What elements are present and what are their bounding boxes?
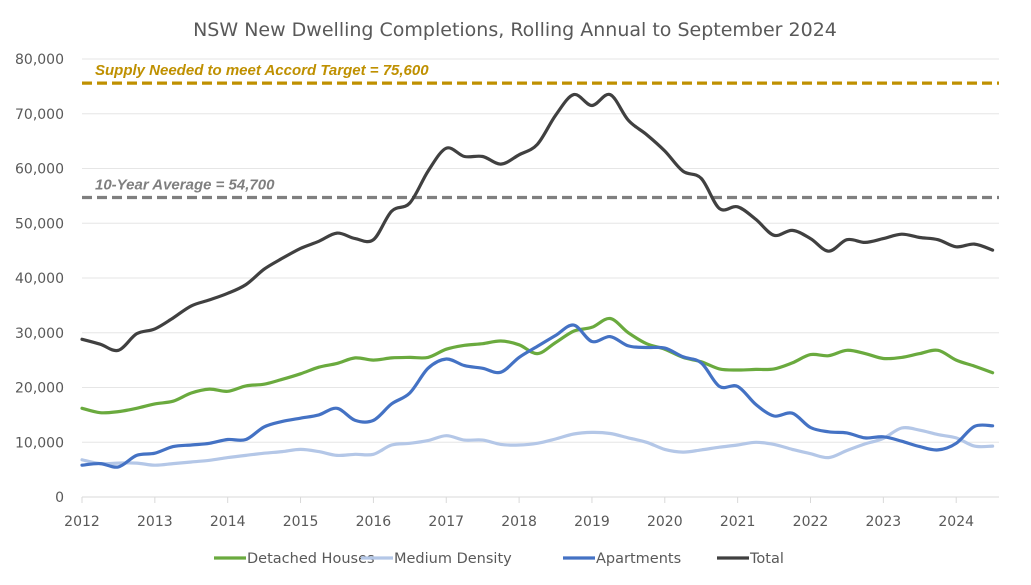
legend-item-medium-density: Medium Density	[361, 551, 512, 567]
y-tick-label: 40,000	[15, 271, 64, 287]
reference-label-accord-target: Supply Needed to meet Accord Target = 75…	[95, 62, 429, 79]
gridlines	[82, 58, 999, 443]
x-tick-label: 2021	[720, 514, 756, 530]
legend-label: Detached Houses	[247, 551, 375, 567]
series-line-medium-density	[80, 425, 995, 467]
legend-item-apartments: Apartments	[563, 551, 681, 567]
reference-lines: Supply Needed to meet Accord Target = 75…	[82, 62, 999, 200]
series-line-total	[80, 92, 995, 353]
y-tick-label: 60,000	[15, 162, 64, 178]
x-tick-label: 2014	[210, 514, 246, 530]
legend-label: Apartments	[596, 551, 681, 567]
x-tick-label: 2024	[938, 514, 974, 530]
legend-item-total: Total	[717, 551, 784, 567]
x-tick-label: 2015	[283, 514, 319, 530]
x-tick-label: 2023	[866, 514, 902, 530]
x-tick-label: 2016	[356, 514, 392, 530]
x-tick-label: 2018	[501, 514, 537, 530]
x-tick-label: 2019	[574, 514, 610, 530]
y-tick-label: 70,000	[15, 107, 64, 123]
y-tick-label: 50,000	[15, 216, 64, 232]
x-tick-label: 2012	[64, 514, 100, 530]
x-tick-label: 2020	[647, 514, 683, 530]
series-line-apartments	[80, 323, 995, 469]
x-tick-label: 2013	[137, 514, 173, 530]
legend-label: Total	[749, 551, 784, 567]
chart-title: NSW New Dwelling Completions, Rolling An…	[193, 19, 837, 41]
series-line-detached-houses	[80, 316, 995, 415]
x-axis: 2012 2013 2014 2015 2016 2017 2018 2019 2020 2021…	[64, 496, 999, 530]
series-lines	[80, 92, 995, 469]
legend: Detached Houses Medium Density Apartments T…	[214, 551, 784, 567]
legend-item-detached-houses: Detached Houses	[214, 551, 375, 567]
y-tick-label: 30,000	[15, 326, 64, 342]
reference-label-10-year-average: 10-Year Average = 54,700	[95, 177, 275, 194]
x-tick-label: 2017	[428, 514, 464, 530]
y-tick-label: 80,000	[15, 52, 64, 68]
x-tick-label: 2022	[793, 514, 829, 530]
y-axis: 0 10,000 20,000 30,000 40,000 50,000 60,000 70,…	[15, 52, 64, 506]
legend-label: Medium Density	[394, 551, 512, 567]
y-tick-label: 20,000	[15, 381, 64, 397]
y-tick-label: 10,000	[15, 435, 64, 451]
y-tick-label: 0	[55, 490, 64, 506]
